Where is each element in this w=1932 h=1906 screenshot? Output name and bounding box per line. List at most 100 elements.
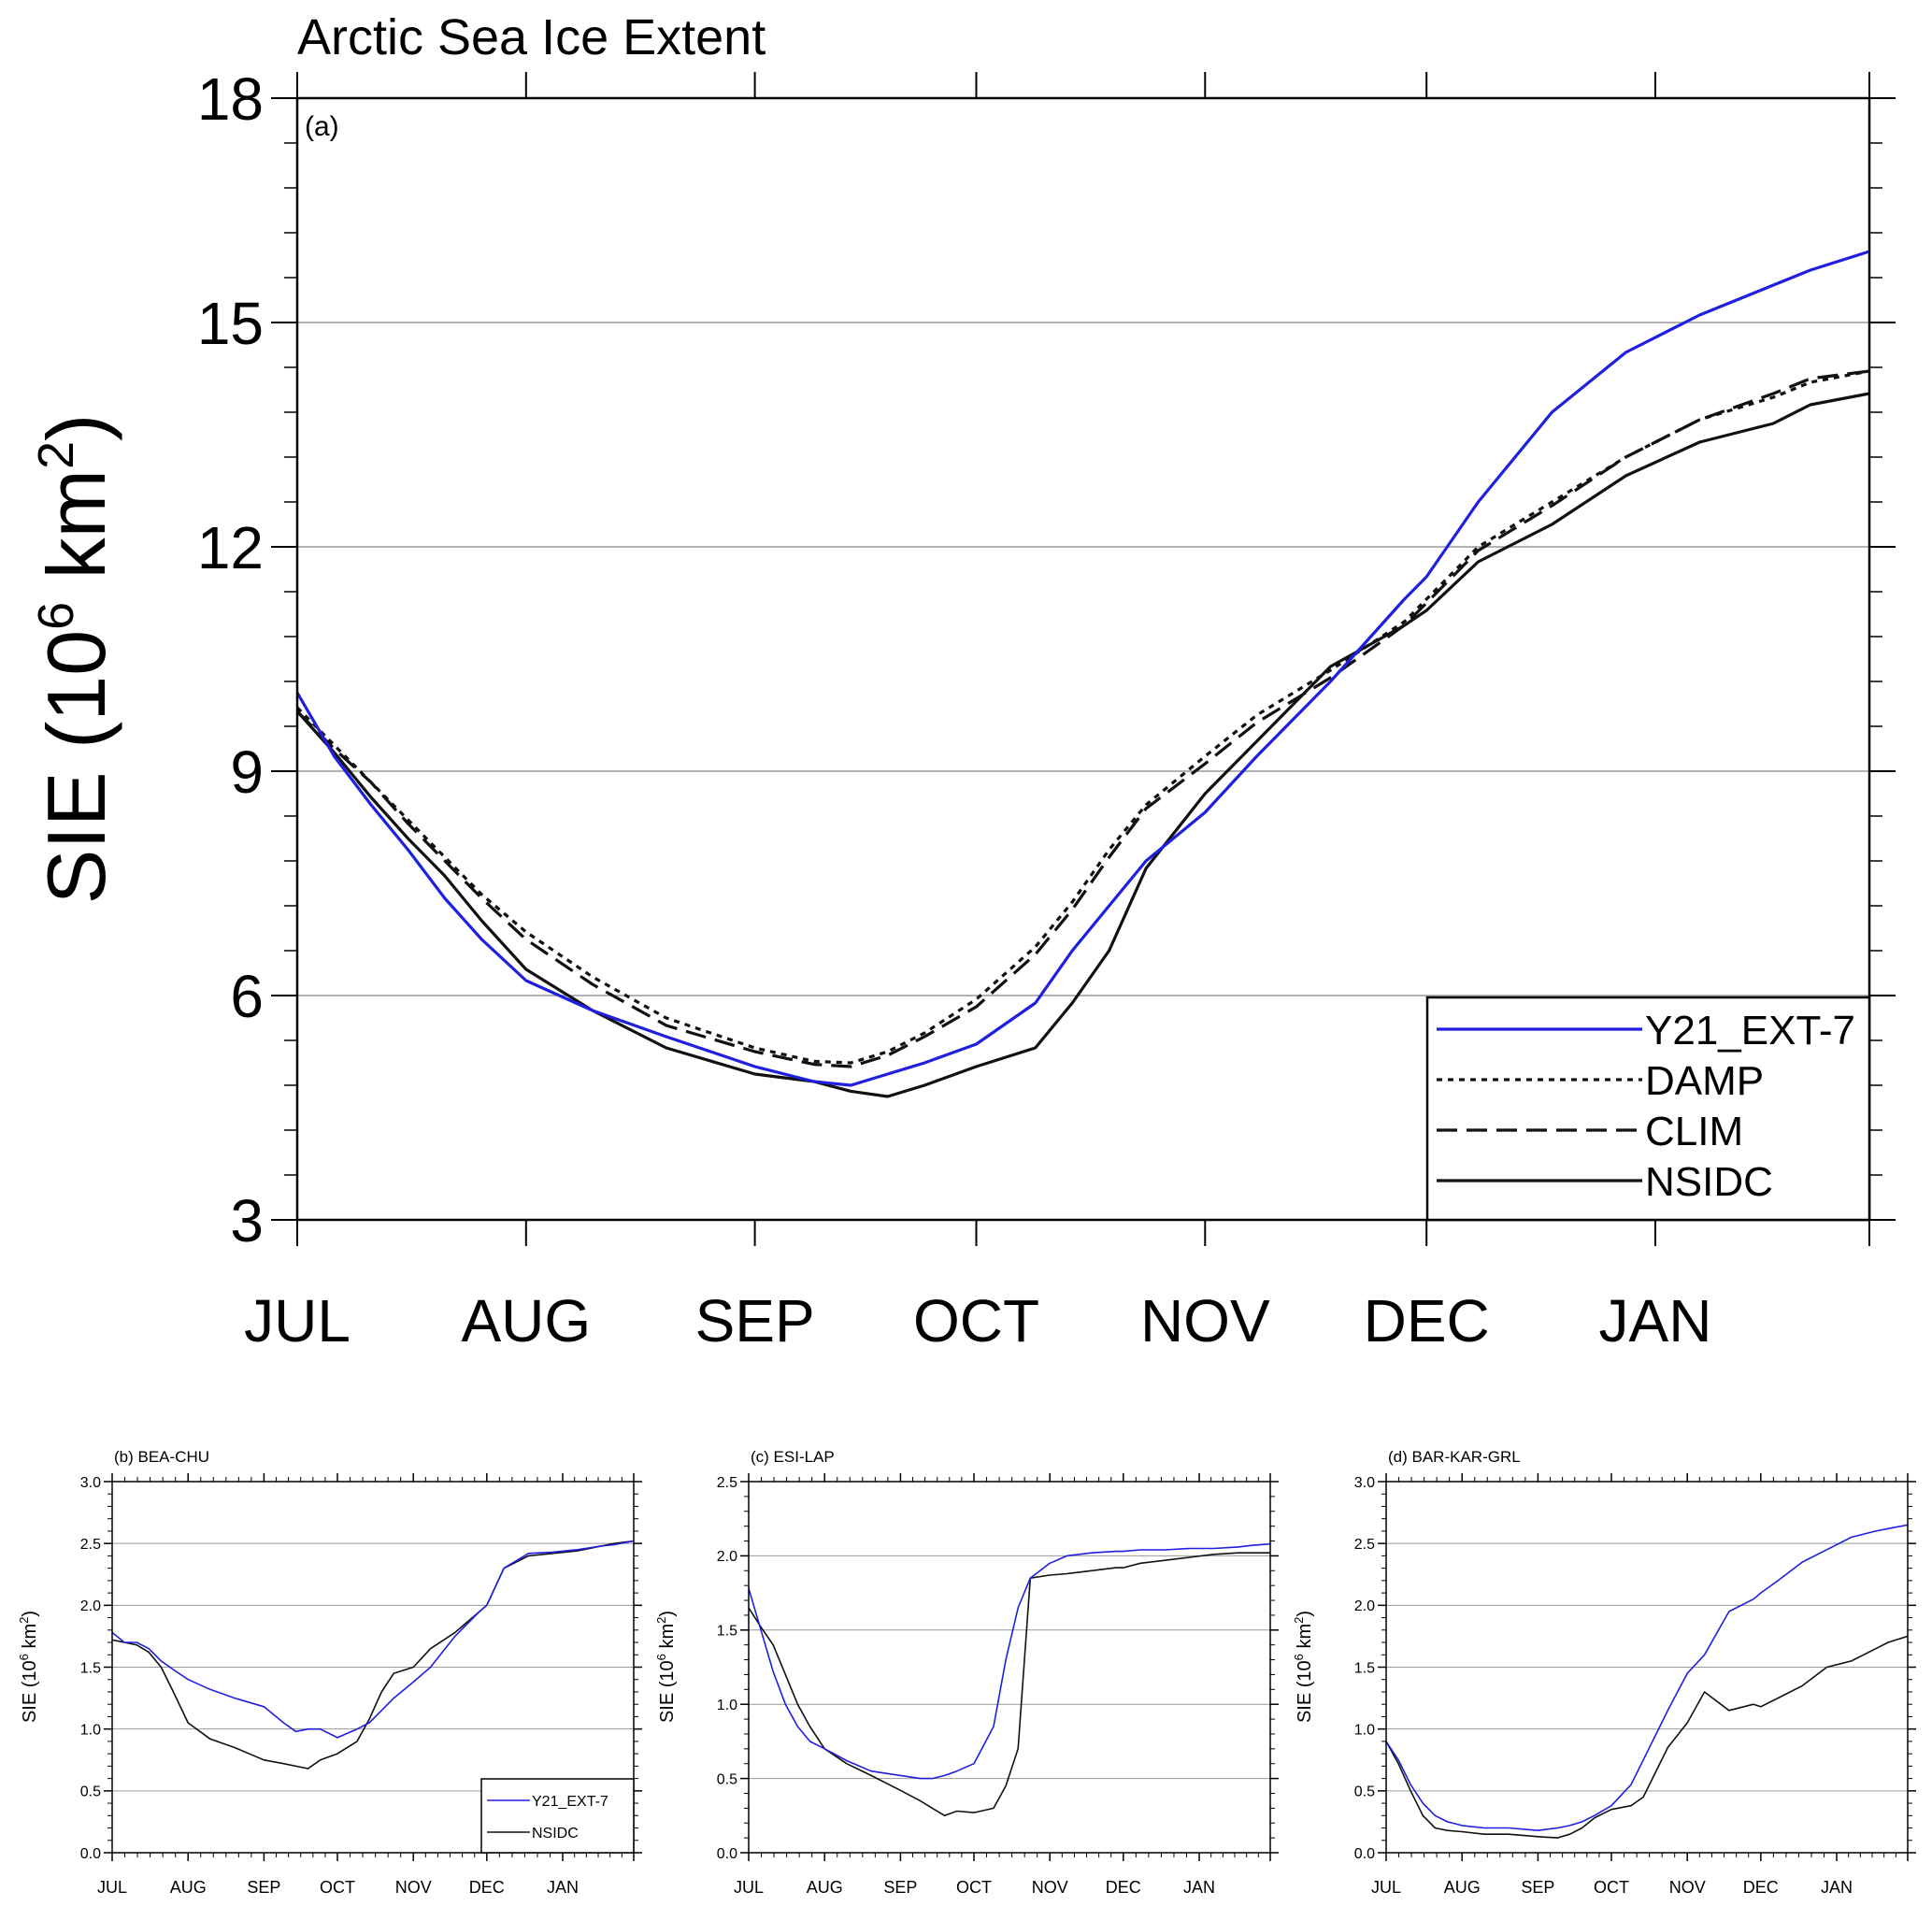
grid-lines [749,1555,1270,1780]
y-tick-label: 2.0 [1354,1598,1375,1614]
series-line-damp [295,369,1870,1065]
x-tick-label: SEP [883,1878,917,1897]
y-tick-label: 1.5 [1354,1660,1375,1676]
series-line-y21-ext-7 [295,250,1870,1087]
y-axis-label: SIE (106 km2) [1292,1611,1315,1723]
plot-frame [748,1481,1271,1854]
panel-label: (a) [305,111,339,142]
panel-c-esi-lap: (c) ESI-LAP 0.0 0.5 1.0 1.5 2.0 2.5 JUL AUG SEP… [654,1448,1279,1897]
series-line-nsidc [295,392,1870,1098]
y-tick-label: 0.0 [1354,1846,1375,1862]
legend-label: Y21_EXT-7 [1645,1008,1855,1053]
y-tick-label: 3.0 [80,1475,101,1491]
x-tick-label: JAN [1821,1878,1853,1897]
x-tick-labels: JUL AUG SEP OCT NOV DEC JAN [97,1878,579,1897]
series-line-nsidc [111,1540,635,1770]
grid-lines [112,1542,634,1792]
y-tick-label: 2.5 [80,1537,101,1553]
axis-ticks [1378,1473,1916,1861]
x-tick-label: DEC [1364,1287,1490,1354]
plot-frame [295,96,1871,1222]
legend-label: Y21_EXT-7 [532,1794,608,1810]
legend-box [480,1778,635,1854]
y-tick-label: 9 [230,738,264,806]
y-tick-labels: 0.0 0.5 1.0 1.5 2.0 2.5 3.0 [1354,1475,1375,1862]
legend-label: NSIDC [1645,1159,1773,1205]
series-line-nsidc [748,1552,1270,1817]
data-series [1385,1524,1909,1839]
y-axis-label: SIE (106 km2) [17,1611,40,1723]
y-tick-label: 18 [197,65,264,133]
legend-label: CLIM [1645,1109,1743,1154]
y-tick-label: 1.0 [80,1722,101,1738]
y-axis-label: SIE (106 km2) [654,1611,678,1723]
x-tick-label: JUL [97,1878,127,1897]
y-tick-label: 2.0 [717,1549,737,1565]
x-tick-labels: JUL AUG SEP OCT NOV DEC JAN [1371,1878,1853,1897]
series-line-y21-ext-7 [1385,1524,1909,1831]
x-tick-label: AUG [170,1878,207,1897]
x-tick-label: DEC [1106,1878,1141,1897]
y-tick-label: 0.5 [1354,1784,1375,1800]
x-tick-labels: JUL AUG SEP OCT NOV DEC JAN [734,1878,1215,1897]
axis-ticks [740,1473,1279,1861]
legend: Y21_EXT-7 NSIDC [480,1778,635,1854]
y-axis-label: SIE (106 km2) [28,414,122,905]
y-tick-label: 1.0 [1354,1722,1375,1738]
x-tick-label: DEC [1743,1878,1779,1897]
y-tick-labels: 3 6 9 12 15 18 [197,65,264,1254]
y-tick-labels: 0.0 0.5 1.0 1.5 2.0 2.5 3.0 [80,1475,101,1862]
x-tick-label: OCT [913,1287,1039,1354]
x-tick-label: AUG [461,1287,591,1354]
panel-title: (b) BEA-CHU [114,1448,209,1466]
legend: Y21_EXT-7 DAMP CLIM NSIDC [1425,996,1871,1222]
x-tick-label: JUL [734,1878,764,1897]
y-tick-label: 2.5 [717,1475,737,1491]
y-tick-label: 0.0 [80,1846,101,1862]
x-tick-label: NOV [1669,1878,1706,1897]
y-tick-label: 12 [197,514,264,581]
x-tick-label: JAN [1599,1287,1712,1354]
x-tick-label: JAN [1183,1878,1215,1897]
x-tick-label: OCT [956,1878,992,1897]
x-tick-labels: JUL AUG SEP OCT NOV DEC JAN [244,1287,1711,1354]
axis-ticks [104,1473,642,1861]
y-tick-label: 3 [230,1187,264,1254]
y-tick-label: 1.0 [717,1698,737,1713]
y-tick-labels: 0.0 0.5 1.0 1.5 2.0 2.5 [717,1475,737,1862]
legend-label: DAMP [1645,1058,1764,1104]
x-tick-label: JUL [244,1287,351,1354]
y-tick-label: 0.5 [717,1771,737,1787]
grid-lines [1386,1542,1908,1792]
x-tick-label: NOV [1032,1878,1068,1897]
panel-b-bea-chu: (b) BEA-CHU 0.0 0.5 1.0 1.5 2.0 2.5 3.0 JUL AUG… [17,1448,642,1897]
x-tick-label: NOV [1140,1287,1270,1354]
y-tick-label: 2.0 [80,1598,101,1614]
legend-box [1425,996,1871,1222]
y-tick-label: 0.5 [80,1784,101,1800]
data-series [748,1542,1271,1817]
panel-d-bar-kar-grl: (d) BAR-KAR-GRL 0.0 0.5 1.0 1.5 2.0 2.5 3.0 JU… [1292,1448,1916,1897]
grid-lines [297,322,1869,996]
y-tick-label: 15 [197,290,264,357]
axis-ticks [271,72,1896,1246]
x-tick-label: JAN [547,1878,579,1897]
x-tick-label: AUG [1444,1878,1481,1897]
y-tick-label: 6 [230,963,264,1030]
panel-title: (c) ESI-LAP [751,1448,835,1466]
chart-title: Arctic Sea Ice Extent [297,9,766,65]
data-series [111,1540,635,1770]
x-tick-label: OCT [1594,1878,1629,1897]
legend-label: NSIDC [532,1826,579,1842]
y-tick-label: 1.5 [80,1660,101,1676]
x-tick-label: OCT [320,1878,355,1897]
x-tick-label: NOV [395,1878,432,1897]
x-tick-label: DEC [469,1878,505,1897]
y-tick-label: 1.5 [717,1624,737,1640]
y-tick-label: 3.0 [1354,1475,1375,1491]
series-line-clim [295,369,1870,1068]
panel-title: (d) BAR-KAR-GRL [1388,1448,1521,1466]
data-series [295,250,1870,1098]
y-tick-label: 0.0 [717,1846,737,1862]
